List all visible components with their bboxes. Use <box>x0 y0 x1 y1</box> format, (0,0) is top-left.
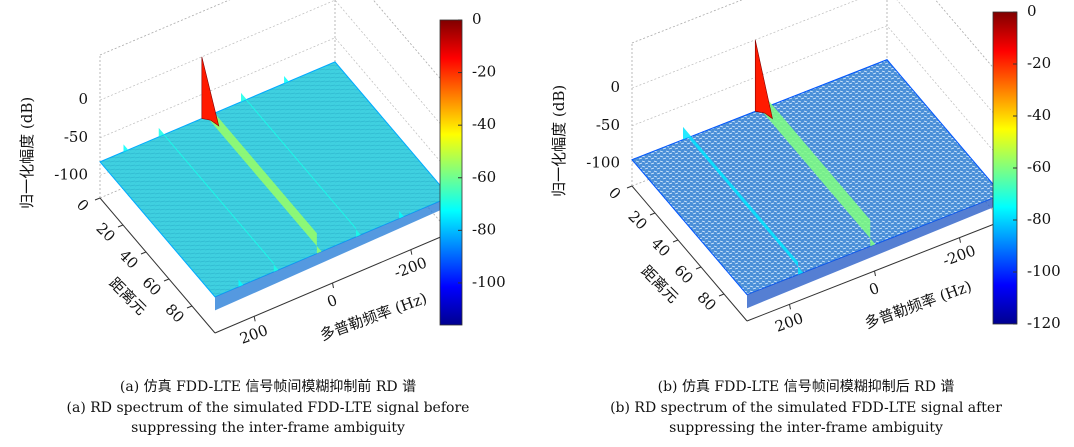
z-axis-label: 归一化幅度 (dB) <box>18 97 36 209</box>
y-tick-label: 0 <box>605 184 624 203</box>
tick-mark <box>626 185 633 189</box>
caption: suppressing the inter-frame ambiguity <box>669 420 943 436</box>
caption: (b) 仿真 FDD-LTE 信号帧间模糊抑制后 RD 谱 <box>658 379 955 395</box>
tick-mark <box>94 197 101 201</box>
z-tick-label: 0 <box>78 90 88 108</box>
z-tick-label: -100 <box>586 153 620 171</box>
ridge <box>201 98 322 254</box>
tick-mark <box>789 304 791 310</box>
tick-mark <box>253 316 256 322</box>
colorbar-tick-label: -60 <box>472 168 496 186</box>
colorbar-tick-label: -100 <box>1027 262 1061 280</box>
colorbar-tick-label: -40 <box>472 115 496 133</box>
tick-mark <box>672 239 679 243</box>
y-tick-label: 40 <box>648 234 674 260</box>
grid-line <box>99 0 451 136</box>
grid-line <box>631 0 1003 124</box>
tick-mark <box>186 305 193 309</box>
caption: (b) RD spectrum of the simulated FDD-LTE… <box>610 400 1002 416</box>
caption: suppressing the inter-frame ambiguity <box>131 420 405 436</box>
y-tick-label: 60 <box>671 261 697 287</box>
tick-mark <box>332 282 334 289</box>
grid-line <box>99 37 451 174</box>
y-tick-label: 80 <box>694 288 720 314</box>
colorbar-tick-label: -100 <box>472 273 506 291</box>
x-tick-label: -200 <box>392 254 430 282</box>
caption: (a) 仿真 FDD-LTE 信号帧间模糊抑制前 RD 谱 <box>120 378 416 395</box>
peak <box>201 56 220 127</box>
box-edge <box>935 0 1003 79</box>
grid-line <box>631 25 1003 162</box>
x-tick-label: 200 <box>237 321 270 348</box>
y-tick-label: 20 <box>93 219 119 245</box>
colorbar-tick-label: -20 <box>472 63 496 81</box>
ridge <box>755 84 876 247</box>
tick-mark <box>874 270 876 277</box>
colorbar-tick-label: -20 <box>1027 54 1051 72</box>
axis-line <box>99 197 216 334</box>
surface-skirt <box>215 196 450 311</box>
z-tick-label: -50 <box>596 116 620 134</box>
colorbar-tick-label: 0 <box>472 10 482 28</box>
ridge <box>158 127 279 272</box>
box-edge <box>631 0 743 44</box>
ridge <box>683 126 804 275</box>
surface-skirt <box>747 194 1002 309</box>
z-tick-label: -100 <box>54 165 88 183</box>
z-axis-label: 归一化幅度 (dB) <box>550 85 568 197</box>
y-tick-label: 20 <box>625 207 651 233</box>
caption: (a) RD spectrum of the simulated FDD-LTE… <box>67 400 470 416</box>
colorbar-tick-label: -60 <box>1027 158 1051 176</box>
colorbar-tick-label: -80 <box>472 220 496 238</box>
x-tick-label: 0 <box>867 279 882 299</box>
box-edge <box>372 0 451 91</box>
surface-floor <box>99 61 451 298</box>
tick-mark <box>718 293 725 297</box>
x-tick-label: 0 <box>325 291 340 311</box>
y-tick-label: 40 <box>116 246 142 272</box>
peak <box>754 39 773 120</box>
colorbar <box>439 19 463 326</box>
colorbar-tick-label: -40 <box>1027 106 1051 124</box>
colorbar-tick-label: -80 <box>1027 210 1051 228</box>
ridge <box>241 92 361 237</box>
tick-mark <box>117 224 124 228</box>
colorbar-tick-label: 0 <box>1027 2 1037 20</box>
z-tick-label: -50 <box>64 128 88 146</box>
box-edge <box>99 0 231 56</box>
tick-mark <box>959 237 961 243</box>
colorbar-tick-label: -120 <box>1027 314 1061 332</box>
tick-mark <box>649 212 656 216</box>
y-tick-label: 80 <box>162 300 188 326</box>
axis-line <box>631 185 748 322</box>
x-tick-label: -200 <box>940 242 978 270</box>
y-tick-label: 60 <box>139 273 165 299</box>
tick-mark <box>140 251 147 255</box>
y-tick-label: 0 <box>73 196 92 215</box>
tick-mark <box>695 266 702 270</box>
x-axis-label: 多普勒频率 (Hz) <box>862 277 974 332</box>
z-tick-label: 0 <box>610 78 620 96</box>
x-tick-label: 200 <box>773 309 806 336</box>
tick-mark <box>163 278 170 282</box>
tick-mark <box>410 249 413 255</box>
